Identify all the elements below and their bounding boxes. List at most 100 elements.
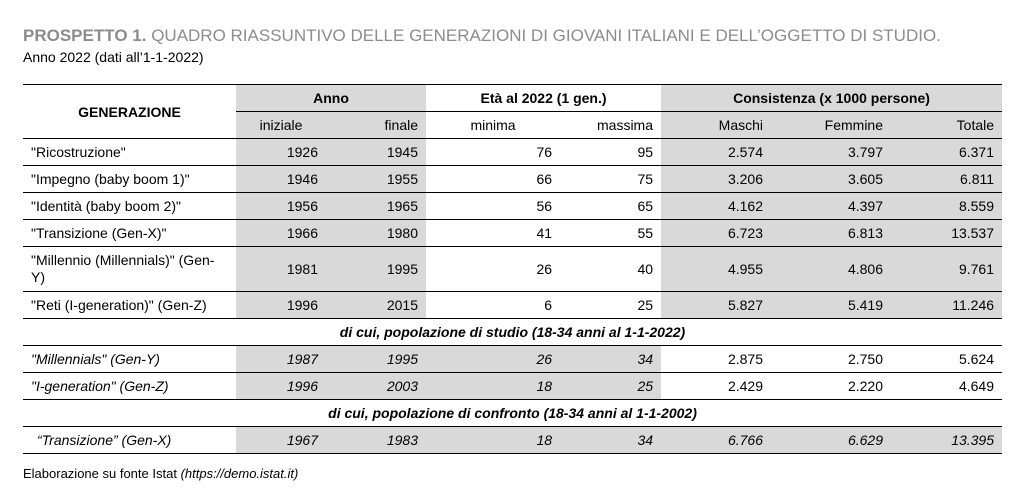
cell-eta-massima: 34 [560,426,662,454]
cell-eta-minima: 26 [426,246,561,292]
cell-femmine: 2.750 [771,345,892,373]
cell-maschi: 4.955 [661,246,772,292]
cell-femmine: 6.813 [771,219,892,247]
cell-eta-minima: 18 [426,426,561,454]
cell-anno-iniziale: 1987 [236,345,326,373]
subheader-femmine: Femmine [771,111,892,139]
cell-totale: 9.761 [891,246,1003,292]
cell-anno-finale: 1955 [326,165,427,193]
section-row-study: di cui, popolazione di studio (18-34 ann… [23,318,1003,346]
cell-anno-finale: 1980 [326,219,427,247]
cell-totale: 13.537 [891,219,1003,247]
table-title: PROSPETTO 1. QUADRO RIASSUNTIVO DELLE GE… [23,26,941,46]
row-name: "Reti (I-generation)" (Gen-Z) [23,291,236,319]
cell-totale: 8.559 [891,192,1003,220]
source-text: Elaborazione su fonte Istat [23,466,177,481]
header-row-groups: GENERAZIONE Anno Età al 2022 (1 gen.) Co… [23,84,1003,139]
cell-maschi: 2.429 [661,372,772,400]
header-row-sub: iniziale finale minima massima Maschi Fe… [23,111,1003,139]
header-generazione: GENERAZIONE [23,84,236,139]
cell-eta-massima: 40 [560,246,662,292]
row-name: "Impegno (baby boom 1)" [23,165,236,193]
cell-anno-finale: 1995 [326,246,427,292]
subheader-iniziale: iniziale [236,111,326,139]
cell-totale: 6.811 [891,165,1003,193]
cell-totale: 13.395 [891,426,1003,454]
cell-femmine: 3.605 [771,165,892,193]
cell-anno-iniziale: 1967 [236,426,326,454]
row-name: "Ricostruzione" [23,138,236,166]
header-eta: Età al 2022 (1 gen.) [426,84,662,112]
subheader-totale: Totale [891,111,1003,139]
table-title-text: QUADRO RIASSUNTIVO DELLE GENERAZIONI DI … [151,26,941,45]
subheader-minima: minima [426,111,561,139]
cell-eta-massima: 34 [560,345,662,373]
header-consistenza: Consistenza (x 1000 persone) [661,84,1003,112]
row-name: "Identità (baby boom 2)" [23,192,236,220]
cell-femmine: 4.806 [771,246,892,292]
row-name: "Millennials" (Gen-Y) [23,345,236,373]
table-row: "Impegno (baby boom 1)" 1946 1955 66 75 … [23,165,1003,193]
cell-eta-massima: 25 [560,291,662,319]
row-name: “Transizione” (Gen-X) [23,426,236,454]
source-note: Elaborazione su fonte Istat (https://dem… [23,466,298,481]
cell-femmine: 5.419 [771,291,892,319]
cell-anno-finale: 1945 [326,138,427,166]
subheader-maschi: Maschi [661,111,772,139]
cell-anno-finale: 1965 [326,192,427,220]
subheader-finale: finale [326,111,427,139]
cell-anno-iniziale: 1996 [236,291,326,319]
table-row: "Ricostruzione" 1926 1945 76 95 2.574 3.… [23,138,1003,166]
cell-anno-finale: 1995 [326,345,427,373]
cell-anno-finale: 2015 [326,291,427,319]
table-row: "I-generation" (Gen-Z) 1996 2003 18 25 2… [23,372,1003,400]
table-title-number: PROSPETTO 1. [23,26,147,45]
cell-eta-massima: 55 [560,219,662,247]
row-name: "Millennio (Millennials)" (Gen-Y) [23,246,236,292]
cell-anno-finale: 2003 [326,372,427,400]
cell-eta-minima: 76 [426,138,561,166]
cell-anno-iniziale: 1966 [236,219,326,247]
section-study-label: di cui, popolazione di studio (18-34 ann… [23,318,1003,346]
cell-maschi: 5.827 [661,291,772,319]
cell-eta-massima: 65 [560,192,662,220]
source-link[interactable]: (https://demo.istat.it) [180,466,299,481]
cell-anno-iniziale: 1996 [236,372,326,400]
table-row: "Millennials" (Gen-Y) 1987 1995 26 34 2.… [23,345,1003,373]
row-name: "Transizione (Gen-X)" [23,219,236,247]
cell-anno-iniziale: 1926 [236,138,326,166]
cell-eta-minima: 41 [426,219,561,247]
header-anno: Anno [236,84,427,112]
cell-eta-massima: 95 [560,138,662,166]
cell-eta-minima: 66 [426,165,561,193]
cell-maschi: 3.206 [661,165,772,193]
table-row: "Transizione (Gen-X)" 1966 1980 41 55 6.… [23,219,1003,247]
cell-maschi: 6.723 [661,219,772,247]
cell-totale: 5.624 [891,345,1003,373]
row-name: "I-generation" (Gen-Z) [23,372,236,400]
cell-eta-massima: 75 [560,165,662,193]
cell-femmine: 3.797 [771,138,892,166]
cell-totale: 6.371 [891,138,1003,166]
cell-maschi: 6.766 [661,426,772,454]
cell-maschi: 4.162 [661,192,772,220]
table-row: “Transizione” (Gen-X) 1967 1983 18 34 6.… [23,426,1003,454]
cell-femmine: 2.220 [771,372,892,400]
table-row: "Millennio (Millennials)" (Gen-Y) 1981 1… [23,246,1003,292]
cell-anno-iniziale: 1981 [236,246,326,292]
cell-eta-minima: 18 [426,372,561,400]
cell-maschi: 2.875 [661,345,772,373]
cell-eta-minima: 6 [426,291,561,319]
cell-femmine: 6.629 [771,426,892,454]
cell-totale: 4.649 [891,372,1003,400]
cell-totale: 11.246 [891,291,1003,319]
cell-eta-massima: 25 [560,372,662,400]
table-row: "Identità (baby boom 2)" 1956 1965 56 65… [23,192,1003,220]
table-row: "Reti (I-generation)" (Gen-Z) 1996 2015 … [23,291,1003,319]
cell-eta-minima: 26 [426,345,561,373]
subheader-massima: massima [560,111,662,139]
generations-table: GENERAZIONE Anno Età al 2022 (1 gen.) Co… [23,84,1003,454]
section-row-compare: di cui, popolazione di confronto (18-34 … [23,399,1003,427]
section-compare-label: di cui, popolazione di confronto (18-34 … [23,399,1003,427]
